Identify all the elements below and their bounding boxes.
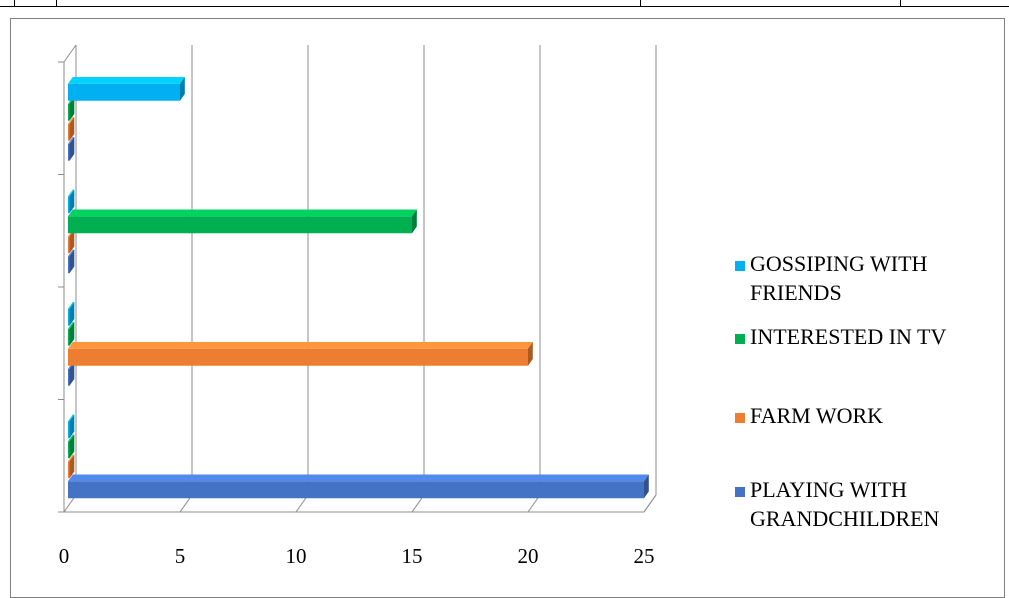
- bar-front: [68, 421, 70, 439]
- bar-end: [644, 474, 649, 499]
- bar-front: [68, 308, 70, 326]
- bar: [68, 209, 417, 234]
- bar-top: [68, 414, 75, 422]
- legend-label: FRIENDS: [750, 280, 842, 305]
- legend-entry: GOSSIPING WITH FRIENDS: [735, 251, 928, 305]
- rule-tick: [640, 0, 641, 6]
- legend: GOSSIPING WITH FRIENDS INTERESTED IN TV FAR…: [735, 251, 946, 531]
- legend-label: GRANDCHILDREN: [750, 506, 940, 531]
- bar-end: [528, 341, 533, 366]
- bar-end: [180, 76, 185, 101]
- legend-label: PLAYING WITH: [750, 477, 907, 502]
- bar: [68, 414, 75, 439]
- bar-end: [69, 249, 75, 274]
- legend-swatch: [735, 487, 745, 497]
- bar-top: [68, 189, 75, 197]
- bar-top: [68, 116, 75, 124]
- bar-end: [69, 96, 75, 121]
- bar-front: [68, 143, 70, 161]
- side-wall-top-edge: [63, 44, 77, 63]
- x-tick-label: 10: [286, 544, 307, 568]
- bars: [68, 76, 649, 499]
- x-tick-label: 25: [634, 544, 655, 568]
- bar-front: [68, 103, 70, 121]
- bar: [68, 229, 75, 254]
- bar-end: [412, 209, 417, 234]
- bar-top: [68, 249, 75, 257]
- bar-front: [68, 123, 70, 141]
- bar-end: [69, 229, 75, 254]
- bar-top: [68, 209, 417, 217]
- bar: [68, 321, 75, 346]
- bar: [68, 434, 75, 459]
- bar-front: [68, 461, 70, 479]
- bar-end: [69, 321, 75, 346]
- rule-tick: [14, 0, 15, 6]
- bar-top: [68, 454, 75, 462]
- bar-end: [69, 414, 75, 439]
- bar-top: [68, 341, 533, 349]
- bar-end: [69, 116, 75, 141]
- bar-top: [68, 474, 649, 482]
- bar-end: [69, 454, 75, 479]
- legend-entry: INTERESTED IN TV: [735, 324, 946, 349]
- x-tick-label: 5: [175, 544, 186, 568]
- bar-front: [68, 83, 180, 101]
- floor-right-edge: [643, 494, 657, 513]
- bar-end: [69, 434, 75, 459]
- bar: [68, 136, 75, 161]
- rule-tick: [56, 0, 57, 6]
- bar: [68, 76, 185, 101]
- bar-front: [68, 256, 70, 274]
- bar-end: [69, 136, 75, 161]
- bar: [68, 189, 75, 214]
- bar-front: [68, 481, 644, 499]
- bar-front: [68, 236, 70, 254]
- legend-entry: PLAYING WITH GRANDCHILDREN: [735, 477, 940, 531]
- bar-top: [68, 434, 75, 442]
- bar-front: [68, 328, 70, 346]
- page-top-rule: [0, 0, 1009, 7]
- bar-top: [68, 321, 75, 329]
- bar: [68, 341, 533, 366]
- legend-label: FARM WORK: [750, 403, 883, 428]
- legend-swatch: [735, 413, 745, 423]
- legend-swatch: [735, 334, 745, 344]
- bar-top: [68, 301, 75, 309]
- chart-walls: [58, 44, 657, 513]
- bar-front: [68, 196, 70, 214]
- x-tick-label: 15: [402, 544, 423, 568]
- x-axis-ticks: 0 5 10 15 20 25: [59, 544, 655, 568]
- bar-front: [68, 441, 70, 459]
- bar-top: [68, 136, 75, 144]
- bar-front: [68, 368, 70, 386]
- bar-end: [69, 361, 75, 386]
- bar: [68, 474, 649, 499]
- bar-top: [68, 76, 185, 84]
- x-tick-label: 0: [59, 544, 70, 568]
- legend-swatch: [735, 261, 745, 271]
- bar-front: [68, 348, 528, 366]
- bar: [68, 116, 75, 141]
- bar: [68, 301, 75, 326]
- bar: [68, 454, 75, 479]
- bar-end: [69, 189, 75, 214]
- legend-label: GOSSIPING WITH: [750, 251, 928, 276]
- x-tick-label: 20: [518, 544, 539, 568]
- legend-label: INTERESTED IN TV: [750, 324, 946, 349]
- bar-front: [68, 216, 412, 234]
- gridlines: [63, 45, 657, 513]
- bar-end: [69, 301, 75, 326]
- bar: [68, 249, 75, 274]
- rule-tick: [900, 0, 901, 6]
- legend-entry: FARM WORK: [735, 403, 883, 428]
